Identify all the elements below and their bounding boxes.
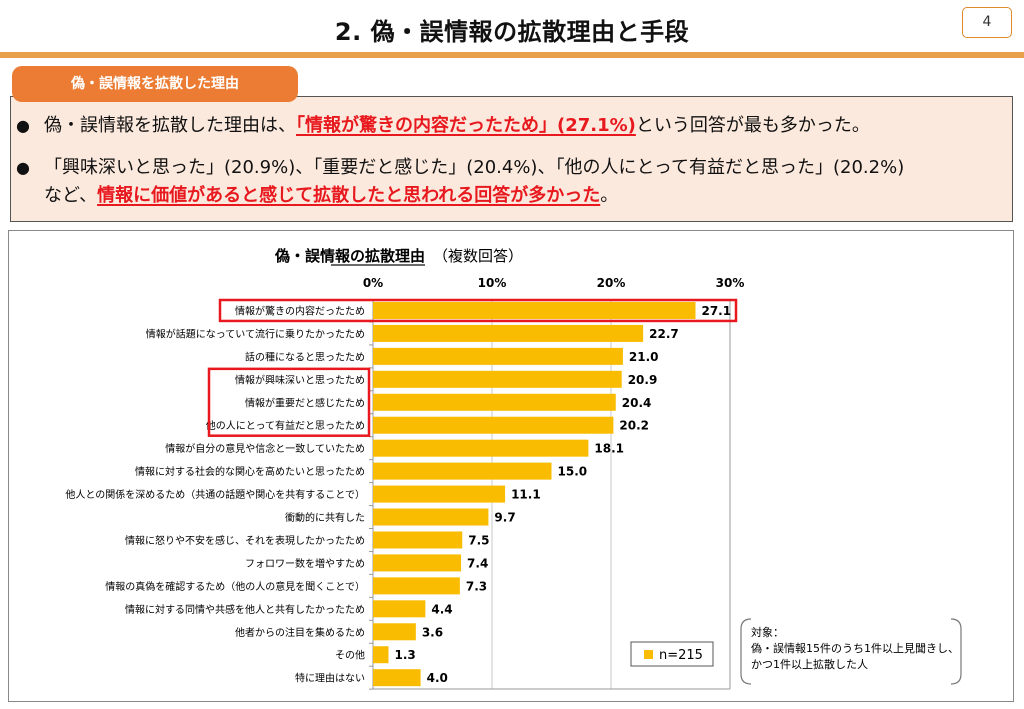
value-label: 9.7 xyxy=(494,511,515,525)
summary-bullet-2: ● 「興味深いと思った」(20.9%)、「重要だと感じた」(20.4%)、「他の… xyxy=(16,154,904,182)
bar xyxy=(373,669,421,687)
category-label: 他者からの注目を集めるため xyxy=(235,626,365,639)
summary-bullet-1: ● 偽・誤情報を拡散した理由は、「情報が驚きの内容だったため」(27.1%)とい… xyxy=(16,112,870,140)
bar xyxy=(373,600,426,618)
page-title: 2. 偽・誤情報の拡散理由と手段 xyxy=(334,18,690,46)
highlight-box-value-reasons xyxy=(207,367,371,437)
summary-bullet-2-continuation: など、情報に価値があると感じて拡散したと思われる回答が多かった。 xyxy=(44,182,618,210)
category-label: 情報が話題になっていて流行に乗りたかったため xyxy=(146,327,365,340)
x-tick-label: 30% xyxy=(716,276,745,290)
bar xyxy=(373,646,389,664)
value-label: 20.4 xyxy=(622,396,652,410)
bar xyxy=(373,370,622,388)
bullet-2-line-2: など、情報に価値があると感じて拡散したと思われる回答が多かった。 xyxy=(44,182,618,210)
category-label: 情報の真偽を確認するため（他の人の意見を聞くことで） xyxy=(105,580,365,593)
section-tab: 偽・誤情報を拡散した理由 xyxy=(12,66,298,102)
bullet-1-highlight: 「情報が驚きの内容だったため」(27.1%) xyxy=(296,115,636,136)
value-label: 20.2 xyxy=(619,419,649,433)
category-label: その他 xyxy=(335,649,365,662)
chart-panel: 偽・誤情報の拡散理由 （複数回答） 0% 10% 20% 30% 情報が驚きの内容だった… xyxy=(8,230,1014,702)
value-label: 21.0 xyxy=(629,350,659,364)
bullet-dot-icon: ● xyxy=(16,158,30,177)
category-label: 特に理由はない xyxy=(295,672,365,685)
bullet-2-line-2-post: 。 xyxy=(600,185,619,206)
bar xyxy=(373,554,462,572)
bar xyxy=(373,301,696,319)
legend-swatch xyxy=(644,650,653,659)
x-tick-label: 20% xyxy=(597,276,626,290)
category-label: 情報が驚きの内容だったため xyxy=(235,304,365,317)
note-left-bracket xyxy=(740,618,752,685)
value-label: 7.4 xyxy=(467,556,488,570)
note-line-1: 対象： xyxy=(751,625,784,639)
bar xyxy=(373,416,614,434)
category-label: 衝動的に共有した xyxy=(285,511,365,524)
value-label: 3.6 xyxy=(422,625,443,639)
bullet-dot-icon: ● xyxy=(16,116,30,135)
category-label: 他の人にとって有益だと思ったため xyxy=(206,419,365,432)
note-line-3: かつ1件以上拡散した人 xyxy=(751,657,868,671)
highlight-box-top-reason xyxy=(218,298,738,323)
bar xyxy=(373,439,589,457)
note-line-2: 偽・誤情報15件のうち1件以上見聞きし、 xyxy=(751,641,959,655)
bullet-2-line-1: 「興味深いと思った」(20.9%)、「重要だと感じた」(20.4%)、「他の人に… xyxy=(44,157,905,178)
summary-box xyxy=(10,96,1013,222)
bar-chart: 偽・誤情報の拡散理由 （複数回答） 0% 10% 20% 30% 情報が驚きの内容だった… xyxy=(65,247,962,690)
value-label: 15.0 xyxy=(558,465,588,479)
chart-subtitle: （複数回答） xyxy=(433,247,523,265)
x-tick-label: 10% xyxy=(478,276,507,290)
category-label: 情報に対する同情や共感を他人と共有したかったため xyxy=(125,603,365,616)
category-label: 情報に対する社会的な関心を高めたいと思ったため xyxy=(135,465,365,478)
bar xyxy=(373,393,616,411)
legend-label: n=215 xyxy=(659,648,703,663)
bar xyxy=(373,485,506,503)
bullet-1-text: 偽・誤情報を拡散した理由は、「情報が驚きの内容だったため」(27.1%)という回… xyxy=(44,112,870,140)
category-label: 他人との関係を深めるため（共通の話題や関心を共有することで） xyxy=(65,488,365,501)
category-label: 話の種になると思ったため xyxy=(245,350,365,363)
value-label: 18.1 xyxy=(594,442,624,456)
category-label: 情報が自分の意見や信念と一致していたため xyxy=(165,442,365,455)
bar xyxy=(373,462,552,480)
category-label: フォロワー数を増やすため xyxy=(245,557,365,570)
page-number: 4 xyxy=(962,7,1012,38)
bar xyxy=(373,347,623,365)
bullet-1-post: という回答が最も多かった。 xyxy=(635,115,870,136)
bullet-2-line-2-pre: など、 xyxy=(44,185,98,206)
value-label: 7.3 xyxy=(466,579,487,593)
category-label: 情報に怒りや不安を感じ、それを表現したかったため xyxy=(125,534,365,547)
note-right-bracket xyxy=(950,618,962,685)
title-divider xyxy=(0,52,1024,58)
value-label: 22.7 xyxy=(649,327,679,341)
category-label: 情報が興味深いと思ったため xyxy=(235,373,365,386)
value-label: 11.1 xyxy=(511,488,541,502)
bar xyxy=(373,623,416,641)
bar xyxy=(373,577,460,595)
x-tick-label: 0% xyxy=(363,276,383,290)
chart-title: 偽・誤情報の拡散理由 xyxy=(274,247,425,265)
value-label: 7.5 xyxy=(468,533,489,547)
bar xyxy=(373,508,489,526)
bar xyxy=(373,531,463,549)
bullet-2-highlight: 情報に価値があると感じて拡散したと思われる回答が多かった xyxy=(97,185,601,206)
bar xyxy=(373,324,644,342)
category-label: 情報が重要だと感じたため xyxy=(245,396,365,409)
value-label: 20.9 xyxy=(628,373,658,387)
bullet-1-pre: 偽・誤情報を拡散した理由は、 xyxy=(44,115,296,136)
value-label: 27.1 xyxy=(701,304,731,318)
value-label: 4.0 xyxy=(427,671,448,685)
value-label: 1.3 xyxy=(394,648,415,662)
value-label: 4.4 xyxy=(431,602,452,616)
